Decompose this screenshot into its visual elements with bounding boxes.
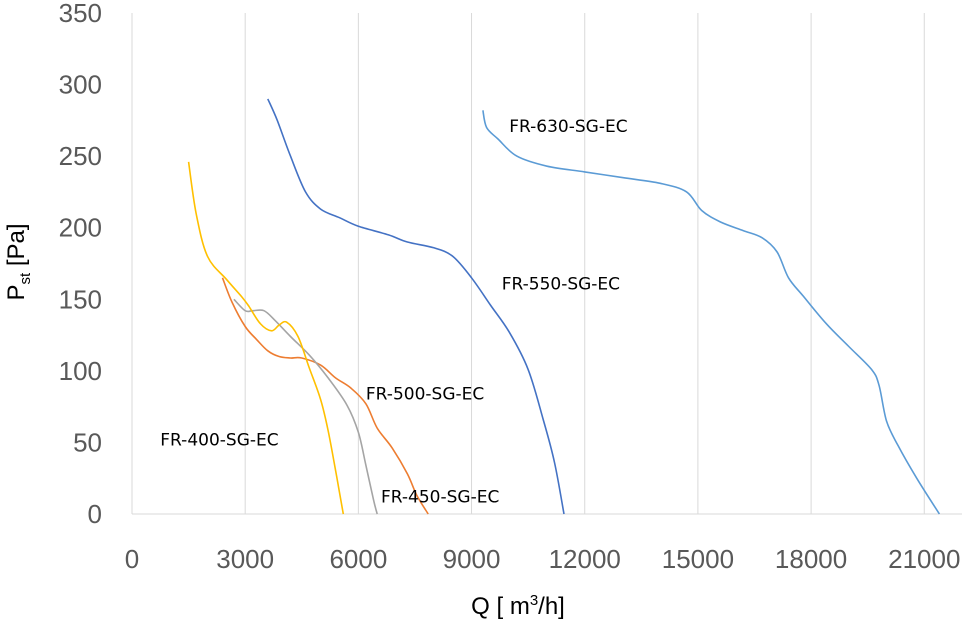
series-line-fr-450-sg-ec — [233, 298, 378, 515]
x-axis-title-sup: 3 — [530, 592, 538, 609]
curve-label-fr-400-sg-ec: FR-400-SG-EC — [160, 430, 278, 450]
series-line-fr-400-sg-ec — [187, 161, 345, 515]
y-tick-labels: 0 50 100 150 200 250 300 350 — [59, 0, 102, 529]
curve-labels: FR-630-SG-EC FR-550-SG-EC FR-500-SG-EC FR-4… — [160, 117, 627, 508]
y-axis-title-main: P — [3, 285, 30, 301]
y-tick-label: 150 — [59, 284, 102, 314]
x-tick-label: 18000 — [775, 544, 847, 574]
x-tick-label: 21000 — [888, 544, 960, 574]
x-axis-title-tail: /h] — [538, 593, 565, 620]
x-tick-label: 0 — [125, 544, 139, 574]
series-line-fr-550-sg-ec — [267, 98, 565, 515]
series-lines — [187, 98, 941, 515]
y-axis-title: Pst [Pa] — [3, 223, 34, 300]
y-tick-label: 300 — [59, 70, 102, 100]
y-axis-title-tail: [Pa] — [3, 223, 30, 272]
grid-lines — [131, 13, 962, 515]
y-tick-label: 100 — [59, 356, 102, 386]
y-tick-label: 0 — [88, 499, 102, 529]
x-axis-title: Q [ m3/h] — [471, 592, 565, 620]
curve-label-fr-550-sg-ec: FR-550-SG-EC — [502, 274, 620, 294]
curve-label-fr-630-sg-ec: FR-630-SG-EC — [509, 117, 627, 137]
x-tick-labels: 0 3000 6000 9000 12000 15000 18000 21000 — [125, 544, 961, 574]
x-tick-label: 6000 — [329, 544, 387, 574]
y-tick-label: 200 — [59, 213, 102, 243]
curve-label-fr-450-sg-ec: FR-450-SG-EC — [381, 488, 499, 508]
x-tick-label: 9000 — [443, 544, 501, 574]
x-tick-label: 15000 — [662, 544, 734, 574]
curve-label-fr-500-sg-ec: FR-500-SG-EC — [366, 384, 484, 404]
x-axis-title-main: Q [ m — [471, 593, 530, 620]
y-axis-title-sub: st — [17, 272, 34, 285]
y-tick-label: 350 — [59, 0, 102, 28]
x-tick-label: 12000 — [549, 544, 621, 574]
series-line-fr-630-sg-ec — [482, 110, 941, 515]
x-tick-label: 3000 — [216, 544, 274, 574]
series-line-fr-500-sg-ec — [221, 277, 429, 515]
y-tick-label: 250 — [59, 141, 102, 171]
y-tick-label: 50 — [73, 427, 102, 457]
